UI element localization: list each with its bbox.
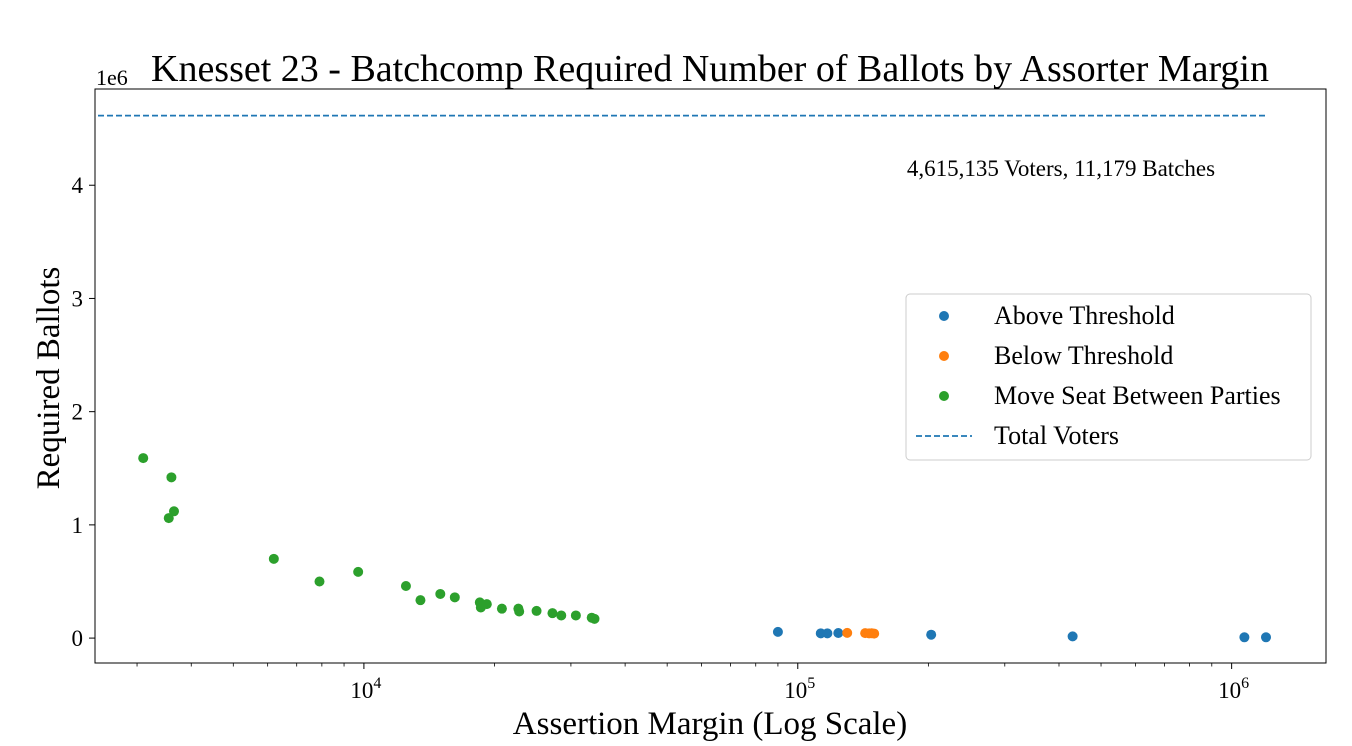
point-move-seat-between-parties xyxy=(415,595,426,606)
point-move-seat-between-parties xyxy=(353,566,364,577)
point-below-threshold xyxy=(842,627,853,638)
point-move-seat-between-parties xyxy=(496,603,507,614)
legend-marker-above-threshold xyxy=(939,311,949,321)
legend: Above Threshold Below Threshold Move Seat … xyxy=(905,293,1312,461)
point-above-threshold xyxy=(822,628,833,639)
y-tick-label: 2 xyxy=(72,400,84,425)
point-move-seat-between-parties xyxy=(449,592,460,603)
chart-annotation: 4,615,135 Voters, 11,179 Batches xyxy=(907,156,1215,181)
point-move-seat-between-parties xyxy=(481,599,492,610)
point-move-seat-between-parties xyxy=(570,610,581,621)
point-move-seat-between-parties xyxy=(163,513,174,524)
legend-label-move-seat-between-parties: Move Seat Between Parties xyxy=(994,381,1281,410)
point-move-seat-between-parties xyxy=(268,553,279,564)
y-tick-label: 3 xyxy=(72,286,84,311)
point-move-seat-between-parties xyxy=(314,576,325,587)
point-move-seat-between-parties xyxy=(589,613,600,624)
y-offset-label: 1e6 xyxy=(96,65,128,90)
x-tick-label: 106 xyxy=(1218,675,1249,703)
legend-marker-below-threshold xyxy=(939,351,949,361)
chart-title: Knesset 23 - Batchcomp Required Number o… xyxy=(151,48,1269,90)
point-move-seat-between-parties xyxy=(514,606,525,617)
point-move-seat-between-parties xyxy=(531,605,542,616)
x-axis-label: Assertion Margin (Log Scale) xyxy=(513,706,907,742)
point-move-seat-between-parties xyxy=(166,472,177,483)
y-tick-label: 4 xyxy=(72,173,84,198)
x-tick-label: 104 xyxy=(350,675,381,703)
legend-label-total-voters: Total Voters xyxy=(994,421,1119,450)
point-move-seat-between-parties xyxy=(138,453,149,464)
legend-marker-move-seat-between-parties xyxy=(939,391,949,401)
point-above-threshold xyxy=(1239,632,1250,643)
y-axis-label: Required Ballots xyxy=(31,267,67,490)
point-above-threshold xyxy=(772,626,783,637)
legend-box xyxy=(905,293,1312,461)
legend-label-below-threshold: Below Threshold xyxy=(994,341,1173,370)
point-move-seat-between-parties xyxy=(556,610,567,621)
point-above-threshold xyxy=(1067,631,1078,642)
point-move-seat-between-parties xyxy=(435,588,446,599)
point-below-threshold xyxy=(869,628,880,639)
point-above-threshold xyxy=(833,627,844,638)
legend-label-above-threshold: Above Threshold xyxy=(994,301,1175,330)
y-tick-label: 1 xyxy=(72,513,84,538)
y-tick-label: 0 xyxy=(72,626,84,651)
plot-area-frame xyxy=(94,88,1327,664)
point-move-seat-between-parties xyxy=(400,581,411,592)
point-above-threshold xyxy=(1260,632,1271,643)
x-tick-label: 105 xyxy=(784,675,815,703)
point-move-seat-between-parties xyxy=(168,506,179,517)
point-above-threshold xyxy=(926,629,937,640)
point-move-seat-between-parties xyxy=(547,608,558,619)
